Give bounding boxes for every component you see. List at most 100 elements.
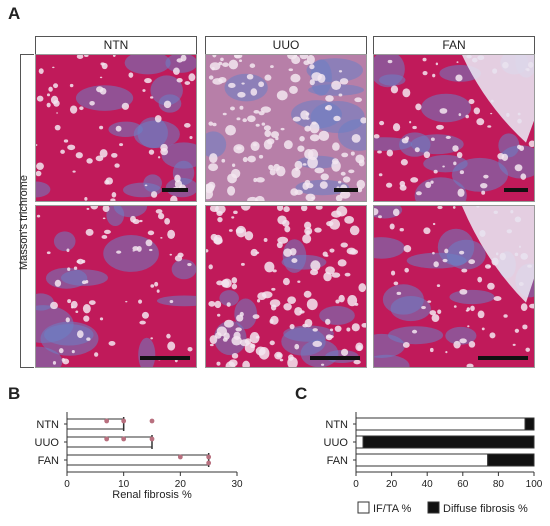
tubule-lumen xyxy=(256,177,265,183)
tubule-lumen xyxy=(209,343,214,347)
tubule-lumen xyxy=(297,280,301,283)
tubule-lumen xyxy=(83,315,90,322)
data-point xyxy=(149,436,155,442)
tubule-lumen xyxy=(222,112,227,116)
tubule-lumen xyxy=(423,227,431,235)
tubule-lumen xyxy=(73,266,78,270)
tubule-lumen xyxy=(402,88,411,98)
tubule-lumen xyxy=(445,135,451,139)
tubule-lumen xyxy=(331,160,341,172)
tubule-lumen xyxy=(254,195,265,201)
tubule-lumen xyxy=(65,317,70,323)
tubule-lumen xyxy=(307,156,318,169)
tubule-lumen xyxy=(228,82,236,89)
tubule-lumen xyxy=(111,152,118,158)
tubule-lumen xyxy=(283,140,293,150)
tubule-lumen xyxy=(94,352,99,357)
tissue-gap xyxy=(462,55,534,143)
tubule-lumen xyxy=(257,292,267,301)
tubule-lumen xyxy=(331,210,342,218)
tubule-lumen xyxy=(487,282,495,290)
tubule-lumen xyxy=(138,299,143,304)
tubule-lumen xyxy=(385,182,393,188)
x-tick-label: 20 xyxy=(386,479,398,490)
fibrosis-region xyxy=(282,239,307,273)
tubule-lumen xyxy=(477,310,485,319)
tubule-lumen xyxy=(250,141,260,151)
tubule-lumen xyxy=(264,130,272,138)
category-label-ntn: NTN xyxy=(36,419,59,431)
tubule-lumen xyxy=(112,55,116,57)
tubule-lumen xyxy=(99,149,108,158)
x-tick-label: 80 xyxy=(493,479,505,490)
tubule-lumen xyxy=(283,303,292,311)
micrograph-texture xyxy=(206,206,366,367)
tubule-lumen xyxy=(231,277,238,284)
fibrosis-region xyxy=(108,121,143,137)
tubule-lumen xyxy=(432,222,436,226)
tubule-lumen xyxy=(300,110,309,120)
tubule-lumen xyxy=(435,62,439,66)
tubule-lumen xyxy=(458,113,462,117)
tubule-lumen xyxy=(36,95,44,102)
tubule-lumen xyxy=(132,218,140,225)
tubule-lumen xyxy=(294,55,298,57)
tubule-lumen xyxy=(427,300,432,303)
tubule-lumen xyxy=(292,116,301,122)
tubule-lumen xyxy=(242,360,250,367)
tubule-lumen xyxy=(255,123,260,127)
tubule-lumen xyxy=(319,181,328,189)
tubule-lumen xyxy=(349,225,360,236)
tubule-lumen xyxy=(294,343,300,350)
tubule-lumen xyxy=(348,169,355,174)
tubule-lumen xyxy=(189,135,193,140)
tubule-lumen xyxy=(36,170,42,177)
tubule-lumen xyxy=(139,219,143,223)
tubule-lumen xyxy=(287,296,297,304)
tubule-lumen xyxy=(276,206,284,212)
tubule-lumen xyxy=(299,55,309,60)
tubule-lumen xyxy=(253,110,260,114)
micrograph-texture xyxy=(36,55,196,201)
x-tick-label: 10 xyxy=(118,479,130,490)
tubule-lumen xyxy=(414,147,420,153)
tubule-lumen xyxy=(54,279,62,287)
tubule-lumen xyxy=(283,206,290,213)
tubule-lumen xyxy=(403,245,412,253)
tubule-lumen xyxy=(75,310,79,314)
tubule-lumen xyxy=(270,65,274,69)
tubule-lumen xyxy=(276,353,282,358)
tubule-lumen xyxy=(235,327,242,332)
tubule-lumen xyxy=(46,93,51,97)
tubule-lumen xyxy=(459,338,467,344)
tubule-lumen xyxy=(228,59,239,70)
tubule-lumen xyxy=(473,107,481,115)
tubule-lumen xyxy=(170,195,178,201)
tubule-lumen xyxy=(275,136,279,141)
tubule-lumen xyxy=(239,105,244,110)
fibrosis-region xyxy=(451,157,509,192)
tubule-lumen xyxy=(329,328,334,332)
tubule-lumen xyxy=(176,58,183,63)
tubule-lumen xyxy=(355,342,364,352)
tubule-lumen xyxy=(410,177,419,183)
tubule-lumen xyxy=(329,335,334,339)
tubule-lumen xyxy=(320,363,325,366)
tubule-lumen xyxy=(240,206,251,211)
tubule-lumen xyxy=(442,258,448,263)
tubule-lumen xyxy=(164,218,171,225)
tubule-lumen xyxy=(56,112,59,114)
tubule-lumen xyxy=(309,122,320,134)
tubule-lumen xyxy=(390,85,399,94)
tubule-lumen xyxy=(231,168,241,179)
data-point xyxy=(177,454,183,460)
tubule-lumen xyxy=(415,103,422,111)
tubule-lumen xyxy=(222,337,228,342)
tubule-lumen xyxy=(423,151,431,159)
tubule-lumen xyxy=(341,152,349,158)
tubule-lumen xyxy=(312,340,323,347)
tubule-lumen xyxy=(421,305,426,310)
tubule-lumen xyxy=(148,149,155,155)
tubule-lumen xyxy=(430,137,435,142)
tubule-lumen xyxy=(167,229,176,239)
